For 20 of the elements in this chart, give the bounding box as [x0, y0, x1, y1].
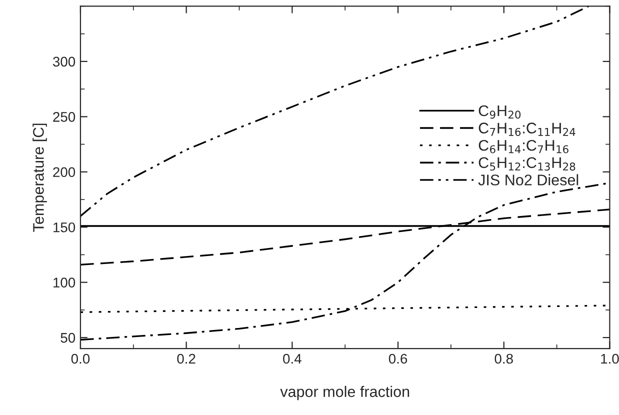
- x-tick-label: 0.4: [283, 354, 302, 364]
- legend-label: JIS No2 Diesel: [478, 174, 578, 186]
- x-axis-title: vapor mole fraction: [280, 386, 410, 400]
- legend-label: C$_{5}$H$_{12}$:C$_{13}$H$_{28}$: [478, 157, 576, 171]
- y-tick-label: 200: [53, 167, 76, 178]
- y-tick-label: 300: [52, 56, 76, 67]
- y-tick-label: 50: [60, 332, 76, 343]
- legend-label: C$_{7}$H$_{16}$:C$_{11}$H$_{24}$: [478, 122, 576, 136]
- y-tick-label: 250: [53, 112, 76, 122]
- x-tick-label: 1.0: [601, 354, 619, 364]
- y-tick-label: 150: [53, 222, 76, 232]
- x-tick-label: 0.2: [177, 354, 196, 364]
- x-tick-label: 0.6: [388, 354, 408, 364]
- x-tick-label: 0.8: [494, 354, 513, 364]
- x-tick-label: 0.0: [71, 354, 90, 364]
- y-tick-label: 100: [53, 278, 76, 288]
- y-axis-title: Temperature [C]: [32, 124, 47, 232]
- legend-label: C$_{9}$H$_{20}$: [478, 105, 521, 119]
- legend-label: C$_{6}$H$_{14}$:C$_{7}$H$_{16}$: [478, 140, 568, 154]
- line-series: [80, 6, 590, 217]
